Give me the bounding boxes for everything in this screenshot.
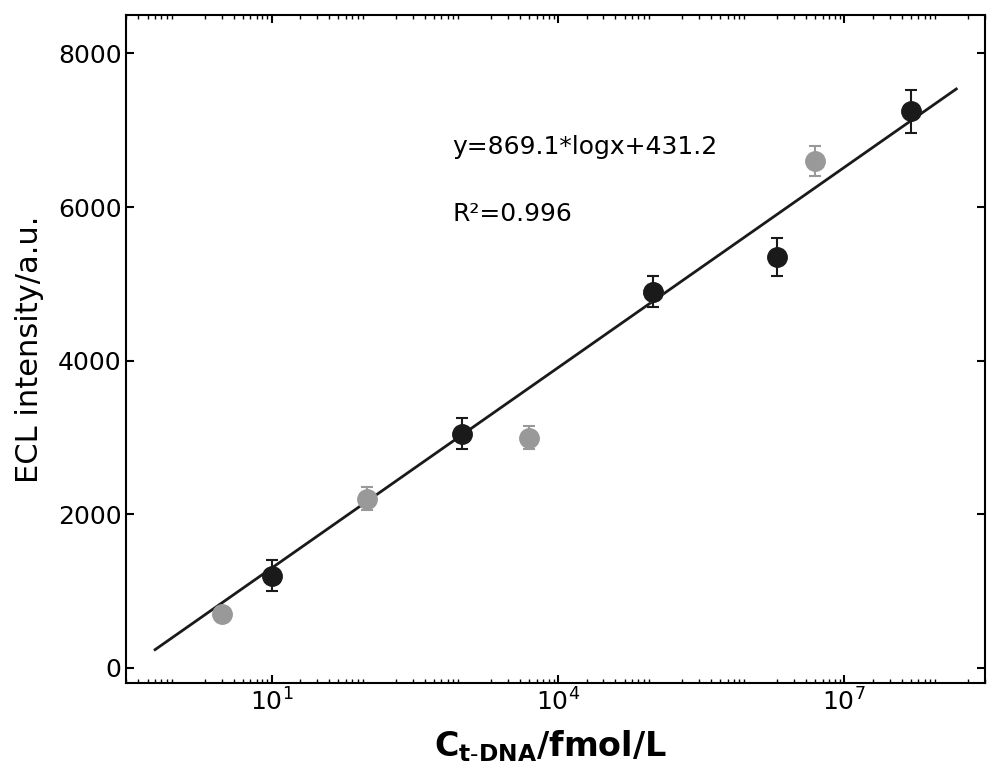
Y-axis label: ECL intensity/a.u.: ECL intensity/a.u. [15, 215, 44, 483]
Text: $\mathbf{C}_{\mathbf{t\text{-}DNA}}$/fmol/L: $\mathbf{C}_{\mathbf{t\text{-}DNA}}$/fmo… [434, 728, 666, 764]
Text: R²=0.996: R²=0.996 [453, 202, 573, 226]
Text: y=869.1*logx+431.2: y=869.1*logx+431.2 [453, 135, 718, 159]
